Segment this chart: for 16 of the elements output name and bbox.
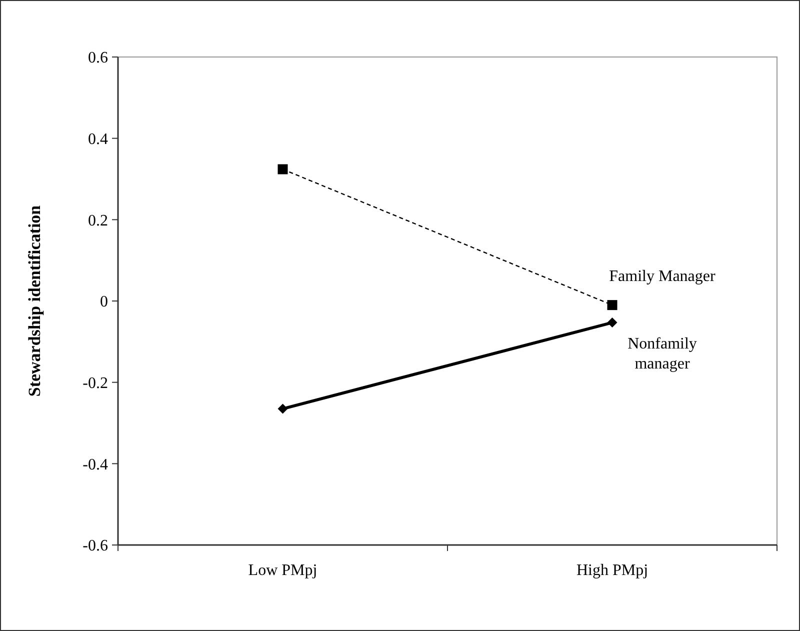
point [278, 164, 288, 174]
y-tick-label: 0 [100, 294, 108, 311]
y-tick-label: 0.6 [88, 50, 108, 67]
point [607, 300, 618, 310]
x-tick-label: Low PMpj [248, 562, 318, 579]
point [278, 404, 288, 414]
point [607, 318, 618, 328]
series-label: Nonfamily manager [628, 336, 697, 373]
y-tick-label: -0.6 [82, 538, 108, 555]
y-tick-label: 0.4 [88, 130, 108, 148]
y-tick-label: 0.2 [88, 212, 108, 230]
y-tick-label: -0.4 [82, 456, 108, 474]
y-tick-label: -0.2 [82, 374, 108, 392]
x-tick-label: High PMpj [576, 562, 648, 579]
y-axis-title: Stewardship identification [25, 204, 44, 397]
series-label: Family Manager [609, 268, 716, 286]
